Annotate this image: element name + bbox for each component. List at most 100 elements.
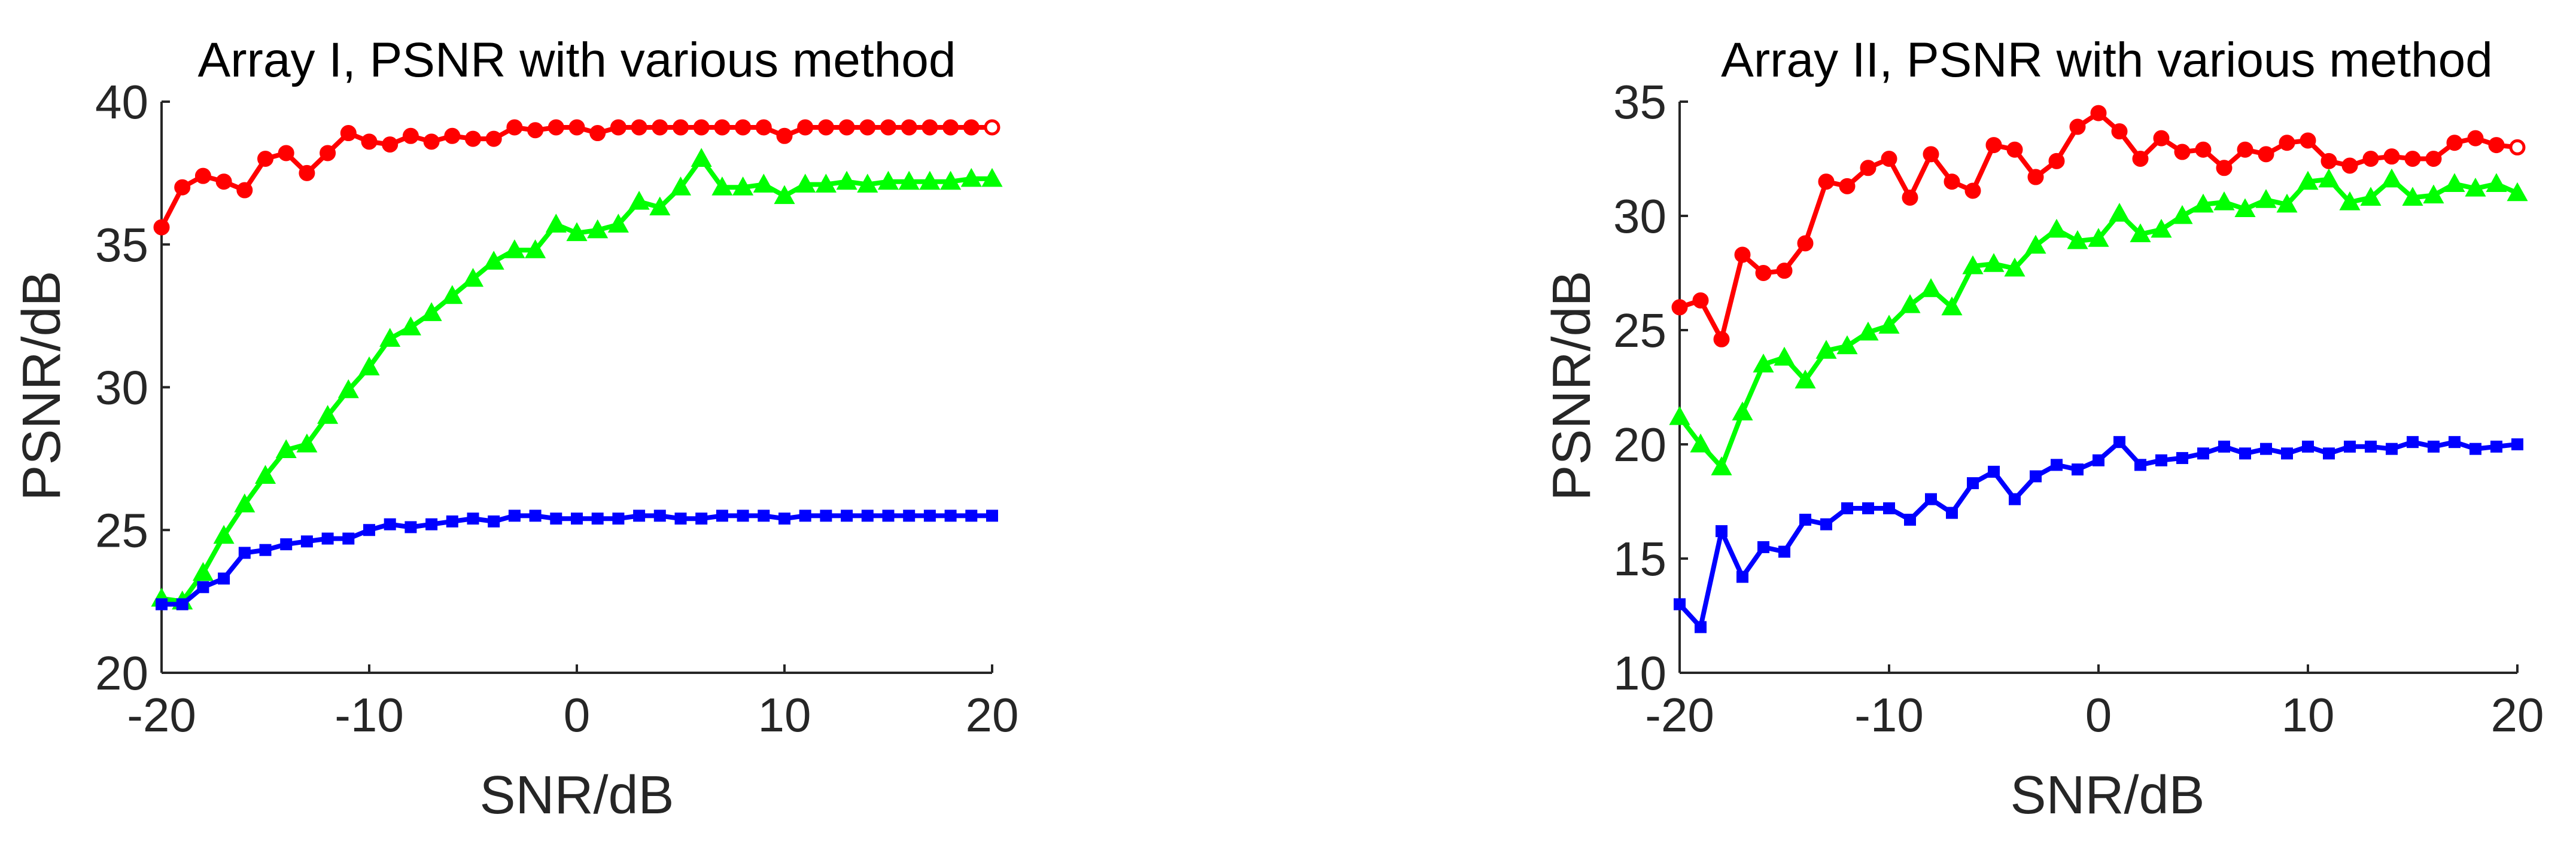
data-point: [2260, 443, 2272, 455]
data-point: [342, 532, 355, 545]
data-point: [340, 125, 357, 142]
data-point: [2088, 228, 2109, 247]
data-point: [384, 518, 396, 530]
data-point: [919, 170, 941, 190]
data-point: [1962, 255, 1984, 274]
data-point: [2486, 173, 2507, 193]
data-point: [2339, 191, 2361, 211]
data-point: [670, 176, 692, 196]
data-point: [652, 119, 668, 136]
data-point: [485, 130, 502, 147]
series-line: [1678, 111, 2518, 342]
data-point: [506, 119, 523, 136]
data-point: [799, 510, 811, 522]
data-point: [836, 170, 857, 190]
data-point: [358, 356, 380, 376]
data-point: [2318, 168, 2340, 188]
data-point: [1878, 315, 1900, 334]
x-tick-label: 10: [758, 688, 811, 742]
data-point: [363, 524, 375, 536]
data-point: [213, 524, 235, 544]
data-point: [2362, 151, 2379, 167]
data-point: [2030, 470, 2042, 483]
chart-title: Array II, PSNR with various method: [1721, 33, 2493, 87]
data-point: [673, 119, 689, 136]
series-square: [1674, 436, 2523, 633]
data-point: [444, 127, 461, 144]
data-point: [153, 219, 170, 236]
x-tick-label: 10: [2282, 688, 2335, 742]
x-tick-label: -10: [334, 688, 404, 742]
data-point: [2239, 447, 2251, 460]
x-tick-label: 20: [2491, 688, 2544, 742]
data-point: [587, 219, 609, 239]
data-point: [1820, 518, 1832, 530]
data-point: [815, 173, 837, 193]
data-point: [2281, 447, 2293, 460]
y-tick-label: 40: [95, 75, 148, 129]
data-point: [2276, 193, 2298, 213]
data-point: [2323, 447, 2335, 460]
data-point: [2511, 438, 2523, 450]
data-point: [2237, 141, 2253, 158]
data-point: [1857, 321, 1879, 341]
data-point: [1902, 189, 1918, 206]
data-point: [2255, 189, 2277, 208]
data-point: [2446, 135, 2463, 151]
data-point: [1776, 263, 1793, 279]
y-axis-label: PSNR/dB: [12, 270, 72, 501]
data-point: [2130, 223, 2151, 243]
data-point: [400, 316, 421, 335]
data-point: [2234, 198, 2256, 218]
data-point: [275, 439, 297, 459]
data-point: [462, 267, 484, 287]
data-point: [2404, 151, 2421, 167]
data-point: [2051, 459, 2063, 471]
x-tick-label: 0: [2085, 688, 2112, 742]
data-point: [2383, 148, 2400, 165]
data-point: [921, 119, 938, 136]
y-tick-label: 35: [1613, 75, 1666, 129]
data-point: [197, 581, 209, 593]
data-point: [589, 125, 606, 142]
data-point: [192, 562, 214, 581]
data-point: [1690, 433, 1711, 453]
data-point: [1883, 502, 1895, 514]
data-point: [797, 119, 814, 136]
chart-panel-array-1: Array I, PSNR with various method -20 -10…: [12, 33, 1018, 825]
data-point: [1757, 541, 1769, 553]
data-point: [1669, 406, 1690, 425]
data-point: [2467, 130, 2484, 147]
y-tick-label: 15: [1613, 532, 1666, 585]
data-point: [755, 119, 772, 136]
data-point: [382, 136, 399, 153]
data-point: [901, 119, 917, 136]
data-point: [2093, 454, 2104, 466]
data-point: [2046, 218, 2067, 238]
y-tick-label: 20: [95, 646, 148, 700]
data-point: [1716, 525, 1728, 538]
series-line: [1678, 440, 2518, 630]
data-point: [716, 510, 728, 522]
data-point: [607, 213, 629, 233]
series-line: [162, 513, 992, 607]
data-point: [940, 170, 962, 190]
data-point: [2174, 144, 2191, 160]
data-point: [2297, 170, 2319, 190]
data-point: [2213, 191, 2235, 211]
data-point: [550, 513, 562, 525]
data-point: [2490, 440, 2502, 453]
data-point: [1818, 173, 1835, 190]
data-point: [321, 532, 334, 545]
data-point: [2258, 146, 2274, 163]
data-point: [1860, 160, 1877, 176]
data-point: [402, 127, 419, 144]
data-point: [2153, 130, 2170, 147]
data-point: [1925, 493, 1937, 505]
data-point: [903, 510, 916, 522]
data-point: [2360, 187, 2382, 206]
data-point: [2027, 169, 2044, 185]
data-point: [504, 239, 525, 258]
data-point: [898, 170, 920, 190]
data-point: [653, 510, 666, 522]
